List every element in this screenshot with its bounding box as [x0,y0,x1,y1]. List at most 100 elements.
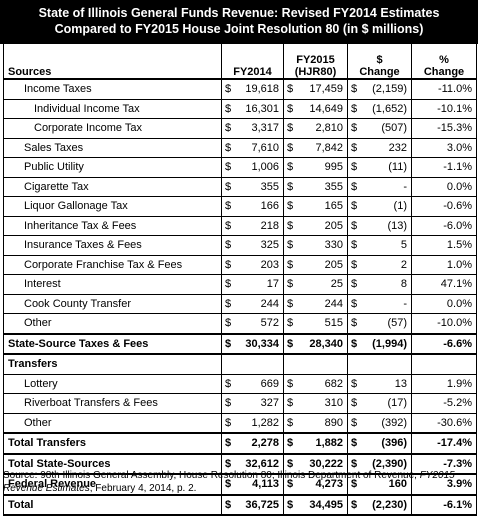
dollar-change-value: (2,390) [372,457,407,470]
dollar-change-value-cell: $13 [347,374,412,394]
dollar-change-value: (17) [387,397,407,410]
percent-change-value: -30.6% [411,413,477,434]
fy2015-value-cell: $515 [283,313,348,335]
fy2015-value-cell: $205 [283,255,348,275]
fy2014-value: 36,725 [245,498,279,511]
source-prefix: Source: 98th Illinois General Assembly, … [3,470,420,481]
fy2014-value-cell: $355 [221,177,284,197]
header-fy2015-line1: FY2015 [296,54,335,66]
dollar-change-value-cell: $8 [347,274,412,295]
currency-symbol: $ [287,219,294,232]
fy2014-value-cell: $325 [221,235,284,256]
fy2014-value-cell: $36,725 [221,494,284,516]
fy2015-value-cell: $310 [283,393,348,414]
fy2014-value: 1,282 [251,416,279,429]
table-row: Total State-Sources $32,612 $30,222 $ (2,390… [3,453,477,475]
currency-symbol: $ [287,200,294,213]
table-row: Income Taxes $19,618 $17,459 $ (2,159) -11.0% [3,79,477,100]
dollar-change-value-cell: $5 [347,235,412,256]
fy2015-value: 4,273 [315,478,343,491]
currency-symbol: $ [351,219,358,232]
dollar-change-value-cell: $ (2,230) [347,494,412,516]
row-label: Corporate Income Tax [3,118,222,139]
currency-symbol: $ [225,200,232,213]
currency-symbol: $ [225,102,232,115]
dollar-change-value: - [403,180,407,193]
row-label: Total State-Sources [3,453,222,475]
currency-symbol: $ [351,239,358,252]
percent-change-value: -10.0% [411,313,477,335]
fy2014-value-cell: $327 [221,393,284,414]
fy2014-value: 1,006 [251,161,279,174]
fy2015-value: 165 [324,200,343,213]
currency-symbol: $ [225,219,232,232]
table-row: Corporate Franchise Tax & Fees $203 $205 $2… [3,255,477,275]
fy2014-value-cell: $572 [221,313,284,335]
table-row: Cigarette Tax $355 $355 $ -0.0% [3,177,477,197]
percent-change-value: 3.0% [411,138,477,158]
percent-change-value: 0.0% [411,177,477,197]
dollar-change-value-cell: $ (57) [347,313,412,335]
currency-symbol: $ [351,416,358,429]
currency-symbol: $ [351,317,358,330]
title-line-2: Compared to FY2015 House Joint Resolutio… [54,22,424,36]
header-row: Sources FY2014 FY2015 (HJR80) $ Change % Ch… [3,44,477,80]
dollar-change-value-cell: $2 [347,255,412,275]
fy2015-value: 30,222 [309,457,343,470]
fy2014-value: 327 [260,397,279,410]
percent-change-value: -11.0% [411,79,477,100]
fy2014-value: 218 [260,219,279,232]
currency-symbol: $ [225,258,232,271]
dollar-change-value-cell: $ (392) [347,413,412,434]
currency-symbol: $ [351,437,358,450]
currency-symbol: $ [287,397,294,410]
fy2014-value-cell: $32,612 [221,453,284,475]
percent-change-value: 3.9% [411,474,477,496]
dollar-change-value-cell: $ (396) [347,433,412,455]
percent-change-value: 1.5% [411,235,477,256]
dollar-change-value: 232 [388,141,407,154]
row-label: Total Transfers [3,433,222,455]
currency-symbol: $ [351,102,358,115]
fy2015-value: 310 [324,397,343,410]
dollar-change-value: 8 [400,278,407,291]
currency-symbol: $ [225,437,232,450]
fy2015-value: 28,340 [309,337,343,350]
currency-symbol: $ [351,180,358,193]
fy2015-value: 890 [324,416,343,429]
fy2015-value-cell: $995 [283,157,348,178]
title-line-1: State of Illinois General Funds Revenue:… [38,6,440,20]
fy2014-value-cell: $3,317 [221,118,284,139]
currency-symbol: $ [225,478,232,491]
table-row: Liquor Gallonage Tax $166 $165 $ (1) -0.6% [3,196,477,217]
table-row: Transfers [3,354,477,375]
currency-symbol: $ [351,161,358,174]
fy2015-value: 355 [324,180,343,193]
currency-symbol: $ [351,457,358,470]
fy2015-value: 205 [324,258,343,271]
fy2015-value: 25 [330,278,343,291]
dollar-change-value: (507) [381,122,407,135]
currency-symbol: $ [287,83,294,96]
fy2015-value-cell: $14,649 [283,99,348,119]
fy2014-value-cell: $17 [221,274,284,295]
fy2015-value: 330 [324,239,343,252]
dollar-change-value-cell: $ (2,390) [347,453,412,475]
currency-symbol: $ [225,457,232,470]
source-suffix: , February 4, 2014, p. 2. [89,482,197,494]
currency-symbol: $ [351,122,358,135]
table-row: Corporate Income Tax $3,317 $2,810 $ (507) -1… [3,118,477,139]
fy2014-value: 17 [266,278,279,291]
fy2014-value: 244 [260,297,279,310]
currency-symbol: $ [351,397,358,410]
fy2015-value-cell: $17,459 [283,79,348,100]
currency-symbol: $ [225,397,232,410]
header-fy2015: FY2015 (HJR80) [283,44,348,80]
fy2014-value-cell: $16,301 [221,99,284,119]
fy2015-value: 205 [324,219,343,232]
dollar-change-value-cell: $ (11) [347,157,412,178]
dollar-change-value-cell: $160 [347,474,412,496]
fy2014-value-cell: $244 [221,294,284,314]
fy2014-value: 32,612 [245,457,279,470]
fy2015-value: 1,882 [315,437,343,450]
